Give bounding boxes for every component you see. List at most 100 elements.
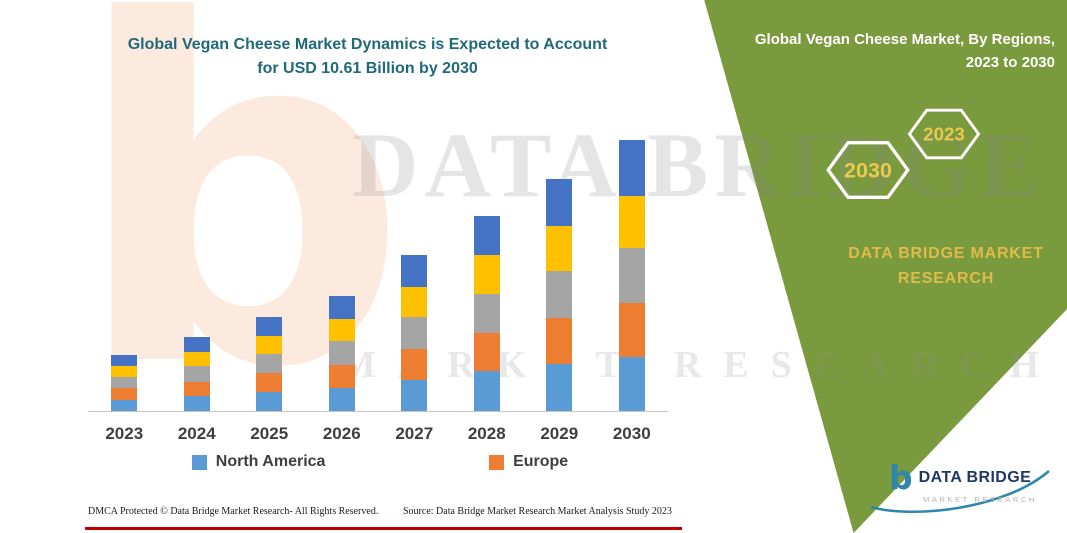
panel-title-line1: Global Vegan Cheese Market, By Regions,: [754, 31, 1055, 48]
x-axis-labels: 2023 2024 2025 2026 2027 2028 2029 2030: [88, 424, 668, 444]
bar-segment: [256, 335, 283, 354]
bar-2027: [378, 115, 451, 411]
bar-segment: [546, 226, 573, 271]
bar-segment: [546, 178, 573, 227]
hexagon-2023: 2023: [907, 108, 981, 160]
logo-swoosh-icon: [870, 470, 1050, 514]
stacked-bar-chart: [88, 115, 668, 412]
bar-segment: [546, 270, 573, 318]
bar-segment: [183, 395, 210, 411]
legend-label: Europe: [513, 453, 569, 470]
bar-segment: [256, 353, 283, 373]
legend-label: North America: [215, 453, 326, 470]
x-axis-label: 2026: [322, 424, 361, 443]
bar-segment: [618, 195, 645, 248]
bar-2030: [596, 115, 669, 411]
legend-swatch: [489, 454, 505, 470]
legend-swatch: [191, 454, 207, 470]
stacked-bar: [256, 316, 283, 411]
source-note: Source: Data Bridge Market Research Mark…: [403, 506, 672, 517]
logo-subtitle: MARKET RESEARCH: [923, 495, 1037, 504]
x-axis-label: 2023: [105, 424, 144, 443]
x-axis-label: 2027: [395, 424, 434, 443]
stacked-bar: [328, 296, 355, 411]
bar-segment: [183, 352, 210, 367]
bar-segment: [183, 337, 210, 353]
x-axis-label: 2029: [540, 424, 579, 443]
panel-title-line2: 2023 to 2030: [965, 54, 1055, 72]
hexagon-2030: 2030: [826, 141, 910, 199]
bar-segment: [618, 247, 645, 303]
bar-2028: [451, 115, 524, 411]
bar-2024: [161, 115, 234, 411]
bar-segment: [328, 340, 355, 366]
brand-line2: RESEARCH: [897, 269, 995, 287]
stacked-bar: [401, 255, 428, 411]
bar-segment: [401, 316, 428, 349]
bar-segment: [111, 388, 138, 400]
bar-segment: [401, 348, 428, 381]
bar-segment: [328, 388, 355, 411]
logo-b-icon: b: [889, 458, 913, 497]
bar-segment: [473, 215, 500, 256]
x-axis-label: 2028: [467, 424, 506, 443]
brand-line1: DATA BRIDGE MARKET: [848, 245, 1044, 262]
bar-segment: [618, 140, 645, 196]
logo-name: DATA BRIDGE: [918, 468, 1032, 486]
bar-segment: [256, 372, 283, 392]
bottom-accent-line: [85, 527, 682, 530]
data-bridge-market-research-label: DATA BRIDGE MARKET RESEARCH: [832, 242, 1060, 292]
x-axis-label: 2030: [612, 424, 651, 443]
stacked-bar: [546, 178, 573, 411]
dmca-notice: DMCA Protected © Data Bridge Market Rese…: [88, 506, 379, 517]
legend-item: Europe: [489, 453, 568, 471]
bar-segment: [111, 366, 138, 377]
stacked-bar: [111, 354, 138, 411]
bar-2029: [523, 115, 596, 411]
chart-title: Global Vegan Cheese Market Dynamics is E…: [95, 33, 640, 81]
bar-2025: [233, 115, 306, 411]
bar-segment: [401, 287, 428, 317]
bar-segment: [111, 399, 138, 411]
bar-segment: [546, 317, 573, 364]
bar-segment: [473, 371, 500, 411]
bar-segment: [328, 319, 355, 341]
hexagon-2023-outline: [907, 108, 981, 160]
bar-segment: [111, 354, 138, 367]
bar-2023: [88, 115, 161, 411]
chart-title-line2: for USD 10.61 Billion by 2030: [257, 60, 478, 77]
bar-segment: [328, 296, 355, 320]
stacked-bar: [473, 215, 500, 411]
bar-segment: [618, 357, 645, 411]
chart-title-line1: Global Vegan Cheese Market Dynamics is E…: [127, 36, 608, 53]
logo-row: b DATA BRIDGE: [889, 458, 1032, 497]
chart-legend: North America Europe: [110, 453, 650, 471]
stacked-bar: [618, 140, 645, 411]
bar-segment: [111, 376, 138, 389]
x-axis-label: 2024: [177, 424, 216, 443]
hexagon-2030-label: 2030: [844, 158, 892, 182]
stacked-bar: [183, 337, 210, 411]
bar-segment: [618, 302, 645, 358]
bar-segment: [183, 381, 210, 396]
bar-segment: [256, 316, 283, 336]
bar-segment: [401, 380, 428, 411]
bar-segment: [328, 365, 355, 389]
bar-segment: [183, 366, 210, 382]
data-bridge-logo: b DATA BRIDGE MARKET RESEARCH: [870, 455, 1050, 517]
bar-segment: [401, 255, 428, 288]
x-axis-label: 2025: [250, 424, 289, 443]
panel-title: Global Vegan Cheese Market, By Regions, …: [715, 28, 1055, 75]
bar-segment: [546, 363, 573, 411]
legend-item: North America: [191, 453, 326, 471]
bar-segment: [473, 255, 500, 294]
bar-segment: [256, 391, 283, 411]
hexagon-2023-label: 2023: [923, 123, 965, 144]
bar-2026: [306, 115, 379, 411]
year-hexagons: 2030 2023: [826, 105, 986, 205]
bars-container: [88, 115, 668, 411]
bar-segment: [473, 333, 500, 372]
bar-segment: [473, 293, 500, 334]
hexagon-2030-outline: [826, 141, 910, 199]
